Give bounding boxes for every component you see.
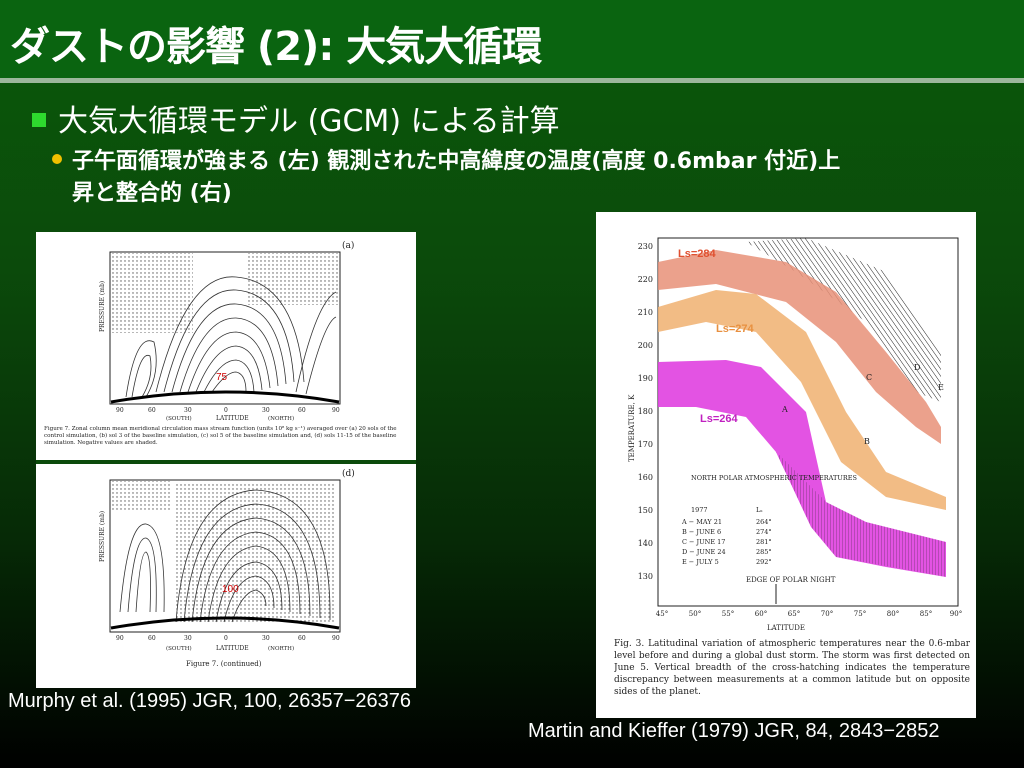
legend-year: 1977	[691, 506, 708, 514]
panel-a-south-label: (SOUTH)	[166, 415, 192, 422]
polar-night-annotation: EDGE OF POLAR NIGHT	[746, 576, 836, 584]
panel-d-xtick: 60	[298, 635, 306, 642]
panel-d-caption: Figure 7. (continued)	[186, 660, 262, 668]
x-tick-label: 85°	[920, 610, 932, 618]
y-tick-label: 130	[638, 572, 653, 581]
panel-d-yaxis-label: PRESSURE (mb)	[99, 511, 106, 562]
gcm-figure-svg: (a) 75 PRESSURE (mb) 90	[36, 240, 416, 668]
title-divider	[0, 78, 1024, 83]
panel-a-north-label: (NORTH)	[268, 415, 294, 422]
curve-letter: D	[914, 363, 920, 372]
series-label-ls264: Ls=264	[700, 413, 738, 425]
x-tick-label: 90°	[950, 610, 962, 618]
x-axis-label: LATITUDE	[767, 624, 805, 632]
legend-row-ls: 285°	[756, 548, 772, 556]
figure-caption: Fig. 3. Latitudinal variation of atmosph…	[614, 639, 970, 697]
panel-a-xtick: 90	[116, 407, 124, 414]
y-tick-label: 220	[638, 275, 653, 284]
curve-letter: E	[938, 383, 944, 392]
citation-left: Murphy et al. (1995) JGR, 100, 26357−263…	[8, 690, 412, 712]
x-tick-label: 45°	[656, 610, 668, 618]
panel-a-yaxis-label: PRESSURE (mb)	[99, 281, 106, 332]
bullet2-text-line2: 昇と整合的 (右)	[72, 181, 232, 206]
panel-a-xtick: 90	[332, 407, 340, 414]
panel-d-north-label: (NORTH)	[268, 645, 294, 652]
y-tick-label: 190	[638, 374, 653, 383]
x-tick-label: 65°	[788, 610, 800, 618]
panel-d-xtick: 30	[262, 635, 270, 642]
panel-d: (d) 100 PRESSURE (mb) 90	[99, 468, 355, 668]
y-axis-label: TEMPERATURE, K	[628, 394, 636, 462]
band-e	[746, 238, 941, 402]
panel-d-value-label: 100	[222, 584, 239, 595]
y-tick-label: 200	[638, 341, 653, 350]
y-tick-label: 210	[638, 308, 653, 317]
y-tick-label: 150	[638, 506, 653, 515]
curve-letter: A	[781, 405, 788, 414]
panel-a-xtick: 30	[262, 407, 270, 414]
y-tick-label: 140	[638, 539, 653, 548]
panel-a-xaxis-label: LATITUDE	[216, 415, 249, 422]
legend-row-key: C − JUNE 17	[682, 538, 725, 546]
band-ls264	[658, 360, 946, 577]
y-tick-label: 160	[638, 473, 653, 482]
legend-row-ls: 274°	[756, 528, 772, 536]
legend-row-key: A − MAY 21	[681, 518, 722, 526]
slide-title: ダストの影響 (2): 大気大循環	[10, 24, 542, 70]
gcm-streamfunction-figure: (a) 75 PRESSURE (mb) 90	[36, 232, 416, 688]
series-label-ls284: Ls=284	[678, 248, 716, 260]
x-tick-label: 70°	[821, 610, 833, 618]
bullet2-text-line1: 子午面循環が強まる (左) 観測された中高緯度の温度(高度 0.6mbar 付近…	[72, 149, 841, 174]
x-tick-label: 75°	[854, 610, 866, 618]
panel-d-xtick: 90	[332, 635, 340, 642]
y-tick-label: 180	[638, 407, 653, 416]
series-label-ls274: Ls=274	[716, 323, 754, 335]
panel-d-xaxis-label: LATITUDE	[216, 645, 249, 652]
bullet-level1: 大気大循環モデル (GCM) による計算	[32, 96, 560, 140]
band-ls264-hatch	[776, 452, 946, 577]
legend-title: NORTH POLAR ATMOSPHERIC TEMPERATURES	[691, 474, 857, 482]
panel-d-xtick: 90	[116, 635, 124, 642]
panel-a-label: (a)	[342, 240, 354, 251]
band-ls274	[658, 290, 946, 510]
bullet1-text: 大気大循環モデル (GCM) による計算	[58, 104, 560, 139]
legend-row-key: B − JUNE 6	[682, 528, 721, 536]
panel-d-label: (d)	[342, 468, 355, 479]
legend-ls-header: Lₛ	[756, 506, 763, 514]
legend-row-ls: 292°	[756, 558, 772, 566]
panel-a-xtick: 0	[224, 407, 228, 414]
panel-d-xtick: 60	[148, 635, 156, 642]
x-tick-label: 50°	[689, 610, 701, 618]
panel-a-xtick: 30	[184, 407, 192, 414]
panel-a-xtick: 60	[298, 407, 306, 414]
temperature-figure: 230 220 210 200 190 180 170 160 150 140 …	[596, 212, 976, 718]
citation-right: Martin and Kieffer (1979) JGR, 84, 2843−…	[528, 720, 940, 742]
panel-d-xtick: 30	[184, 635, 192, 642]
y-tick-label: 230	[638, 242, 653, 251]
panel-a-value-label: 75	[216, 372, 228, 383]
temperature-figure-svg: 230 220 210 200 190 180 170 160 150 140 …	[614, 237, 970, 697]
curve-letter: B	[864, 437, 870, 446]
y-tick-label: 170	[638, 440, 653, 449]
curve-letter: C	[866, 373, 872, 382]
square-bullet-icon	[32, 112, 46, 127]
round-bullet-icon	[52, 154, 62, 164]
band-ls284	[658, 250, 941, 444]
x-tick-label: 55°	[722, 610, 734, 618]
panel-a: (a) 75 PRESSURE (mb) 90	[44, 240, 397, 446]
x-tick-label: 60°	[755, 610, 767, 618]
panel-separator	[36, 460, 416, 464]
legend-row-ls: 264°	[756, 518, 772, 526]
panel-a-xtick: 60	[148, 407, 156, 414]
panel-d-xtick: 0	[224, 635, 228, 642]
legend-row-key: E − JULY 5	[682, 558, 719, 566]
legend-row-key: D − JUNE 24	[682, 548, 726, 556]
title-bar	[0, 0, 1024, 78]
legend-row-ls: 281°	[756, 538, 772, 546]
panel-a-caption: Figure 7. Zonal column mean meridional c…	[44, 426, 397, 446]
panel-d-south-label: (SOUTH)	[166, 645, 192, 652]
bullet-level2: 子午面循環が強まる (左) 観測された中高緯度の温度(高度 0.6mbar 付近…	[52, 146, 1002, 210]
x-tick-label: 80°	[887, 610, 899, 618]
legend-box: NORTH POLAR ATMOSPHERIC TEMPERATURES 197…	[681, 474, 857, 566]
